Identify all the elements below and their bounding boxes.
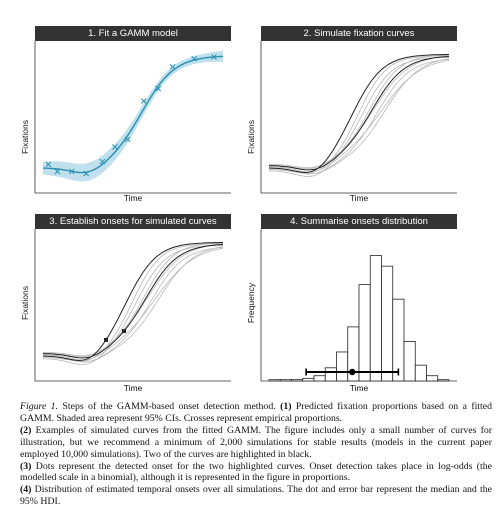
simulated-curve [42, 247, 224, 361]
onsets-plot [34, 229, 231, 382]
median-dot [349, 368, 356, 376]
y-axis-label: Fixations [20, 285, 30, 321]
caption-item-number: (2) [20, 424, 32, 436]
simulated-curve [42, 244, 224, 365]
panel-establish-onsets: 3. Establish onsets for simulated curves [34, 214, 231, 382]
empirical-cross [68, 168, 75, 175]
panel-title: 2. Simulate fixation curves [261, 26, 457, 41]
simulated-curve [269, 54, 450, 168]
histogram-bar [414, 364, 427, 382]
x-axis-label: Time [123, 193, 143, 203]
empirical-cross [124, 136, 131, 143]
caption-item-text: Predicted fixation proportions based on … [20, 401, 492, 424]
panel-summarise-onsets: 4. Summarise onsets distribution [260, 214, 457, 382]
y-axis-label: Fixations [20, 119, 30, 155]
panel-fit-gamm: 1. Fit a GAMM model [34, 26, 231, 194]
histogram-bar [392, 298, 405, 382]
simulated-curve [268, 56, 450, 177]
simulated-curve [43, 242, 224, 356]
empirical-cross [54, 168, 61, 175]
highlighted-curve [42, 242, 223, 362]
confidence-band [43, 50, 223, 182]
empirical-cross [211, 54, 217, 60]
empirical-cross [99, 158, 106, 165]
highlighted-curve [268, 56, 450, 171]
caption-label: Figure 1. [20, 401, 59, 412]
x-axis-label: Time [349, 193, 369, 203]
histogram-bar [268, 379, 281, 382]
caption-item-text: Dots represent the detected onset for th… [20, 460, 492, 484]
highlighted-curve [268, 54, 449, 174]
y-axis-label: Frequency [246, 282, 256, 324]
histogram-bar [336, 351, 349, 382]
caption-item-number: (1) [280, 401, 292, 412]
caption-item-number: (4) [20, 484, 32, 496]
simulated-curve [43, 243, 224, 362]
histogram-bar [279, 379, 292, 382]
histogram-bar [291, 379, 304, 382]
fitted-curve [42, 55, 224, 174]
histogram-bar [324, 367, 337, 382]
histogram-bar [437, 379, 450, 382]
x-axis-label: Time [123, 383, 143, 393]
caption-item-number: (3) [20, 460, 32, 472]
simulated-curve [268, 59, 450, 175]
gamm-fit-plot [34, 41, 231, 194]
empirical-cross [169, 63, 176, 70]
simulated-curve [42, 246, 224, 363]
panel-title: 4. Summarise onsets distribution [261, 214, 457, 229]
figure-caption: Figure 1. Steps of the GAMM-based onset … [20, 401, 492, 508]
x-axis-label: Time [349, 383, 369, 393]
panel-title: 3. Establish onsets for simulated curves [35, 214, 231, 229]
histogram-bar [381, 265, 394, 382]
onsets-histogram [260, 229, 457, 382]
empirical-cross [140, 98, 147, 104]
empirical-cross [45, 161, 52, 168]
y-axis-label: Fixations [246, 119, 256, 155]
caption-item-text: Distribution of estimated temporal onset… [20, 484, 492, 508]
histogram-bar [313, 375, 326, 382]
simulated-curves-plot [260, 41, 457, 194]
empirical-cross [112, 144, 118, 150]
histogram-bar [302, 377, 315, 382]
onset-dot [122, 329, 126, 334]
onset-dot [104, 337, 108, 342]
histogram-bar [369, 255, 382, 382]
panel-simulate-curves: 2. Simulate fixation curves [260, 26, 457, 194]
caption-item-text: Examples of simulated curves from the fi… [20, 424, 492, 460]
simulated-curve [268, 58, 450, 175]
caption-intro: Steps of the GAMM-based onset detection … [58, 401, 276, 412]
simulated-curve [268, 59, 450, 173]
simulated-curve [269, 55, 450, 174]
empirical-cross [155, 85, 162, 92]
histogram-bar [403, 341, 416, 382]
highlighted-curve [42, 244, 224, 359]
histogram-bar [358, 284, 371, 382]
empirical-cross [191, 55, 198, 62]
panel-title: 1. Fit a GAMM model [35, 26, 231, 41]
empirical-cross [83, 170, 90, 177]
histogram-bar [426, 375, 439, 382]
simulated-curve [42, 247, 224, 363]
